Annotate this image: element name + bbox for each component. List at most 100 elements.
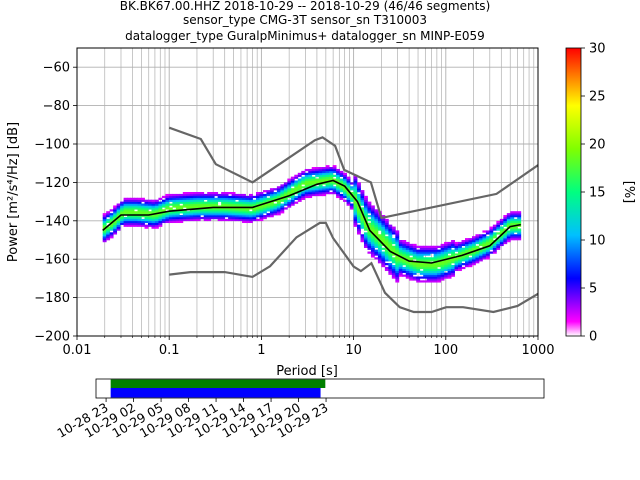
density-cell xyxy=(280,209,285,212)
timeline-bar-used-segments xyxy=(110,388,321,398)
density-cell xyxy=(224,203,229,206)
density-cell xyxy=(391,253,396,256)
density-cell xyxy=(221,218,226,222)
density-cell xyxy=(242,213,246,216)
density-cell xyxy=(172,218,177,222)
density-cell xyxy=(454,263,459,266)
density-cell xyxy=(517,228,522,231)
density-cell xyxy=(252,203,257,206)
density-cell xyxy=(252,218,257,222)
density-cell xyxy=(109,209,114,212)
density-cell xyxy=(130,224,135,227)
density-cell xyxy=(353,209,358,212)
density-cell xyxy=(367,240,372,243)
density-cell xyxy=(374,220,379,224)
density-cell xyxy=(350,197,354,200)
density-cell xyxy=(395,255,400,258)
density-cell xyxy=(120,220,125,224)
density-cell xyxy=(207,192,212,195)
density-cell xyxy=(517,213,522,216)
density-cell xyxy=(336,186,340,189)
density-cell xyxy=(290,199,295,202)
density-cell xyxy=(221,192,226,195)
density-cell xyxy=(360,203,365,206)
density-cell xyxy=(151,207,156,210)
density-cell xyxy=(458,247,462,250)
density-cell xyxy=(113,211,118,214)
density-cell xyxy=(496,232,501,235)
density-cell xyxy=(395,270,400,273)
density-cell xyxy=(144,215,149,218)
density-cell xyxy=(343,184,347,187)
density-cell xyxy=(280,207,285,210)
density-cell xyxy=(510,222,515,225)
density-cell xyxy=(416,264,421,268)
density-cell xyxy=(510,230,515,233)
density-cell xyxy=(388,255,393,258)
density-cell xyxy=(175,203,180,206)
density-cell xyxy=(471,255,476,258)
density-cell xyxy=(193,211,198,214)
density-cell xyxy=(353,182,358,185)
density-cell xyxy=(228,192,232,195)
y-tick-label: −200 xyxy=(34,330,70,345)
density-cell xyxy=(262,211,267,214)
density-cell xyxy=(116,203,121,206)
density-cell xyxy=(471,238,476,241)
density-cell xyxy=(207,205,212,208)
density-cell xyxy=(391,240,396,243)
density-cell xyxy=(353,180,358,183)
density-cell xyxy=(454,268,459,272)
density-cell xyxy=(468,253,473,256)
density-cell xyxy=(468,259,473,262)
density-cell xyxy=(245,203,250,206)
density-cell xyxy=(482,234,487,237)
density-cell xyxy=(189,215,194,218)
density-cell xyxy=(235,197,239,200)
density-cell xyxy=(381,224,386,227)
density-cell xyxy=(308,184,313,187)
density-cell xyxy=(182,195,187,199)
density-cell xyxy=(249,199,253,202)
density-cell xyxy=(444,247,448,250)
density-cell xyxy=(127,211,131,214)
density-cell xyxy=(147,218,152,222)
density-cell xyxy=(510,211,515,214)
density-cell xyxy=(444,253,448,256)
density-cell xyxy=(377,241,382,245)
density-cell xyxy=(513,238,518,241)
density-cell xyxy=(120,203,125,206)
density-cell xyxy=(120,215,125,218)
density-cell xyxy=(492,247,497,250)
density-cell xyxy=(214,211,219,214)
density-cell xyxy=(489,238,494,241)
density-cell xyxy=(423,245,428,248)
density-cell xyxy=(151,205,156,208)
density-cell xyxy=(168,197,173,200)
density-cell xyxy=(259,213,264,216)
density-cell xyxy=(360,207,365,210)
density-cell xyxy=(200,192,205,195)
density-cell xyxy=(207,195,212,199)
density-cell xyxy=(499,220,504,224)
density-cell xyxy=(137,224,142,227)
density-cell xyxy=(325,172,330,176)
density-cell xyxy=(196,192,201,195)
density-cell xyxy=(440,264,445,268)
density-cell xyxy=(471,241,476,245)
density-cell xyxy=(269,197,274,200)
density-cell xyxy=(294,180,299,183)
density-cell xyxy=(419,264,424,268)
density-cell xyxy=(426,266,431,270)
density-cell xyxy=(409,263,414,266)
density-cell xyxy=(329,186,334,189)
density-cell xyxy=(360,190,365,193)
density-cell xyxy=(360,218,365,222)
colorbar-tick-label: 5 xyxy=(589,282,597,297)
density-cell xyxy=(357,193,361,197)
density-cell xyxy=(186,197,191,200)
density-cell xyxy=(179,197,184,200)
density-cell xyxy=(423,274,428,277)
density-cell xyxy=(370,228,375,231)
density-cell xyxy=(357,207,361,210)
